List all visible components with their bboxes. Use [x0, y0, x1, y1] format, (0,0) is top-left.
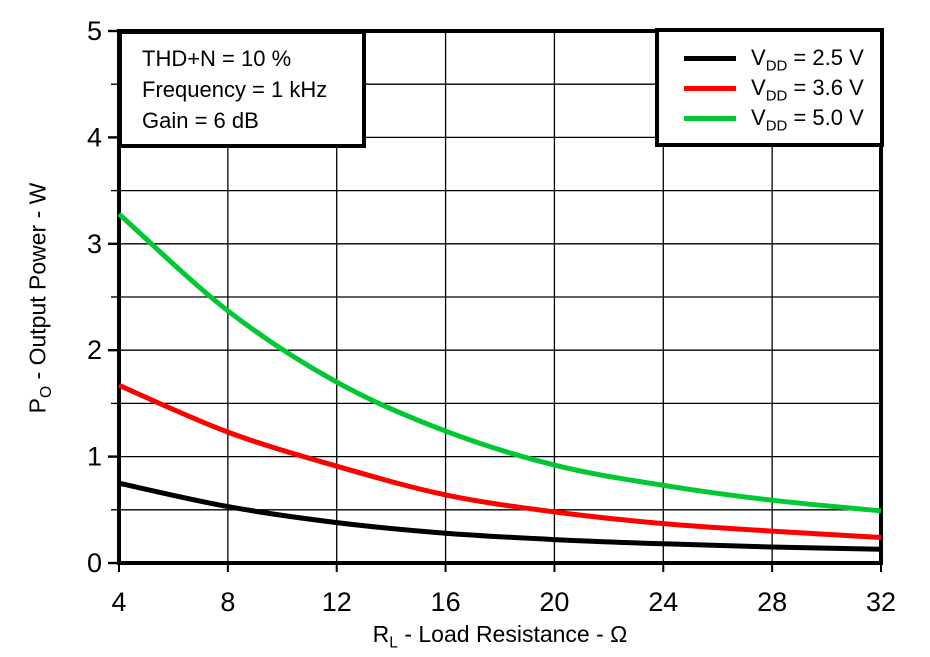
x-axis-title: RL - Load Resistance - Ω [372, 621, 628, 652]
x-tick-label: 8 [220, 587, 235, 617]
legend-line-sample-red [684, 85, 736, 91]
legend-label: VDD = 5.0 V [751, 105, 864, 135]
legend-line-sample-green [684, 115, 736, 121]
curve-vdd-2.5-v [118, 480, 882, 552]
y-tick-label: 1 [87, 442, 102, 472]
legend-item-vdd-2-5: VDD = 2.5 V [659, 43, 880, 73]
x-tick-label: 12 [322, 587, 352, 617]
condition-frequency: Frequency = 1 kHz [142, 77, 328, 102]
legend-label: VDD = 3.6 V [751, 75, 864, 105]
x-tick-label: 32 [866, 587, 896, 617]
legend-line-sample-black [684, 55, 736, 61]
curve-vdd-5.0-v [117, 212, 882, 514]
y-tick-label: 0 [87, 548, 102, 578]
x-tick-label: 4 [111, 587, 126, 617]
x-tick-label: 24 [648, 587, 678, 617]
y-tick-label: 2 [87, 335, 102, 365]
legend-label: VDD = 2.5 V [751, 45, 864, 75]
legend: VDD = 2.5 V VDD = 3.6 V VDD = 5.0 V [655, 28, 884, 147]
x-tick-label: 20 [539, 587, 569, 617]
curve-vdd-3.6-v [118, 383, 882, 540]
y-tick-label: 3 [87, 229, 102, 259]
legend-item-vdd-5-0: VDD = 5.0 V [659, 103, 880, 133]
legend-item-vdd-3-6: VDD = 3.6 V [659, 73, 880, 103]
condition-gain: Gain = 6 dB [142, 108, 259, 133]
y-tick-label: 5 [87, 16, 102, 46]
condition-thd: THD+N = 10 % [142, 46, 292, 71]
x-tick-label: 28 [757, 587, 787, 617]
plot-frame [117, 29, 883, 565]
y-axis-title: PO - Output Power - W [24, 182, 56, 414]
conditions-box: THD+N = 10 % Frequency = 1 kHz Gain = 6 … [118, 30, 366, 148]
y-tick-label: 4 [87, 122, 102, 152]
x-tick-label: 16 [431, 587, 461, 617]
